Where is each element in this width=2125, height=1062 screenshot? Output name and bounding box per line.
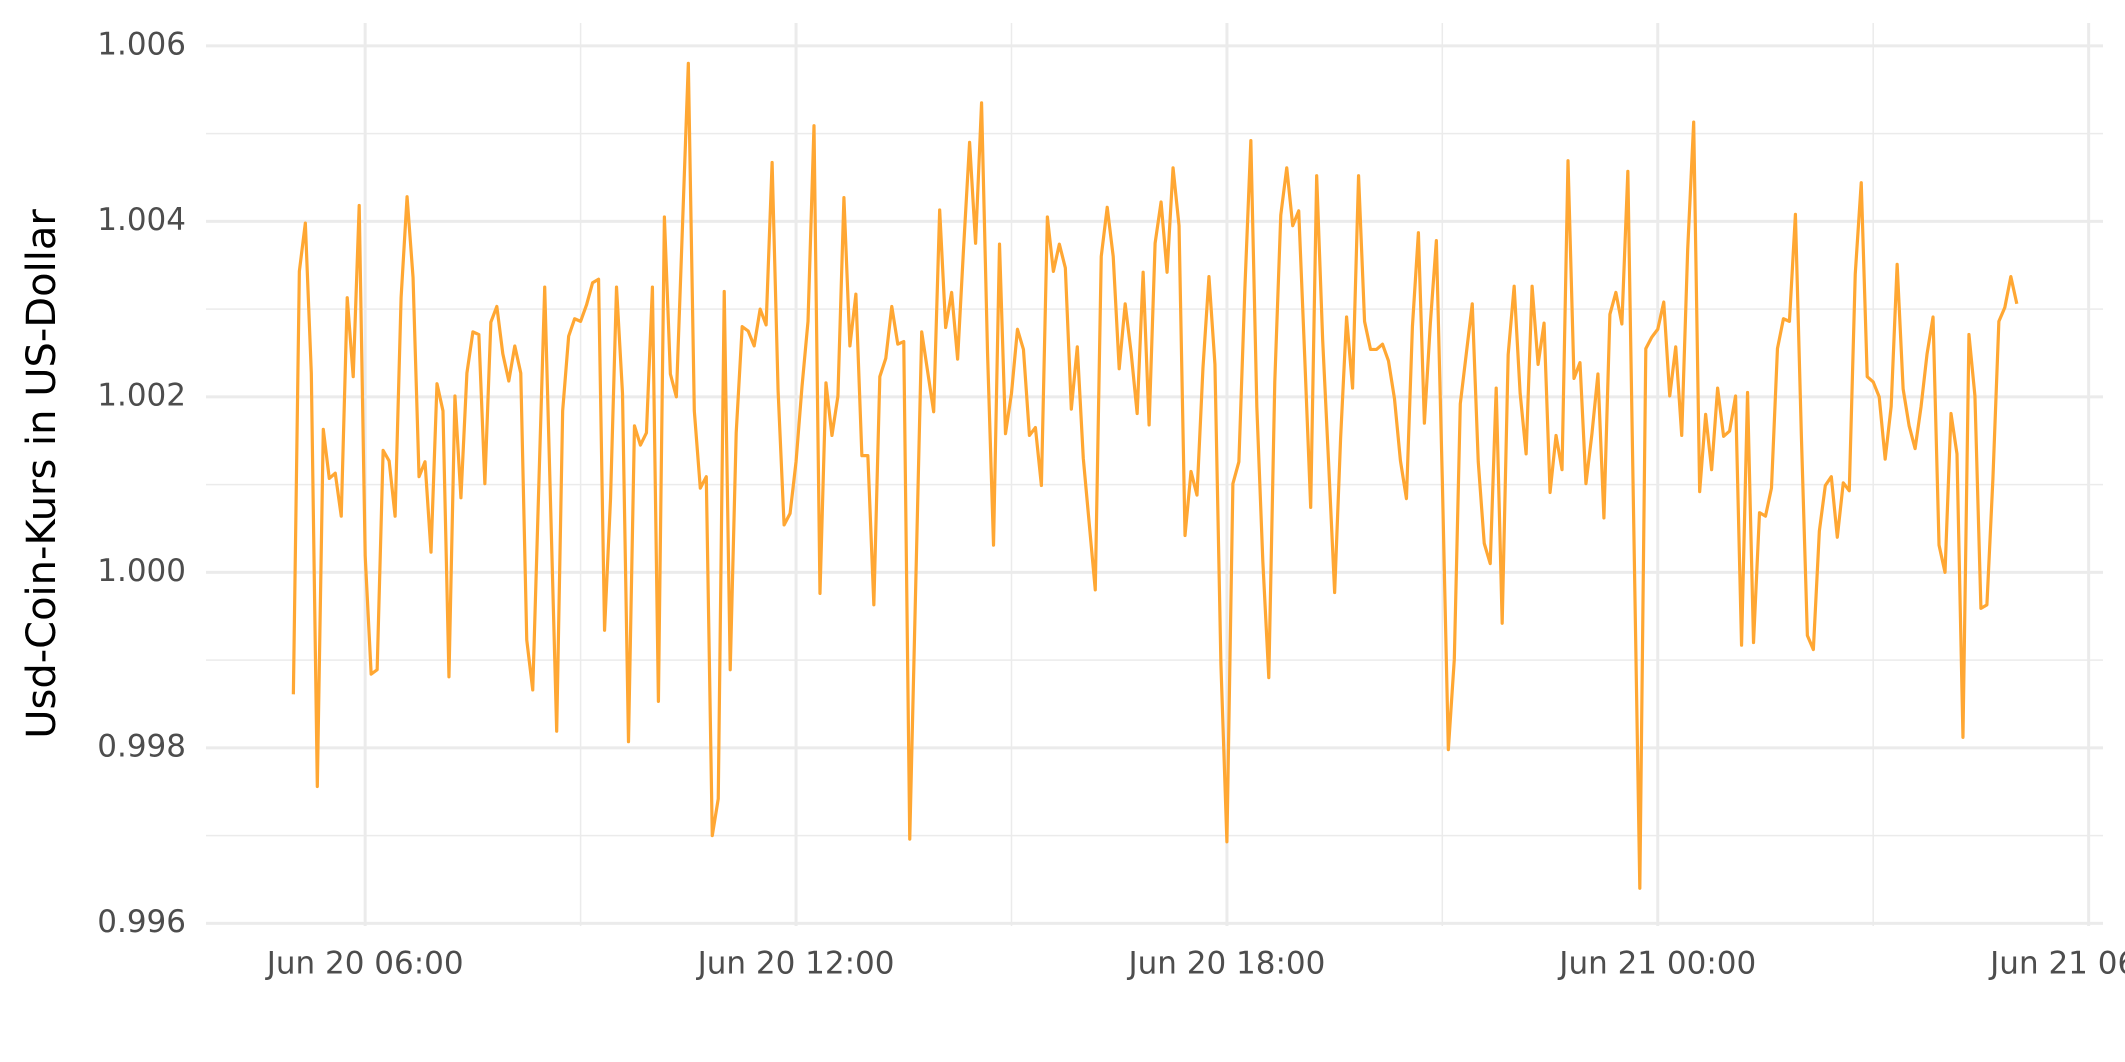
x-tick-label: Jun 21 00:00 (1557, 946, 1756, 982)
y-axis-title: Usd-Coin-Kurs in US-Dollar (19, 209, 65, 739)
x-tick-label: Jun 21 06:00 (1988, 946, 2125, 982)
y-tick-label: 1.004 (97, 202, 186, 238)
y-tick-label: 1.002 (97, 377, 186, 413)
x-tick-label: Jun 20 12:00 (696, 946, 895, 982)
x-tick-label: Jun 20 18:00 (1126, 946, 1325, 982)
y-tick-label: 0.998 (97, 728, 186, 764)
y-tick-label: 1.000 (97, 553, 186, 589)
x-tick-label: Jun 20 06:00 (265, 946, 464, 982)
price-line (291, 61, 2019, 890)
y-tick-label: 0.996 (97, 904, 186, 940)
y-tick-label: 1.006 (97, 26, 186, 62)
